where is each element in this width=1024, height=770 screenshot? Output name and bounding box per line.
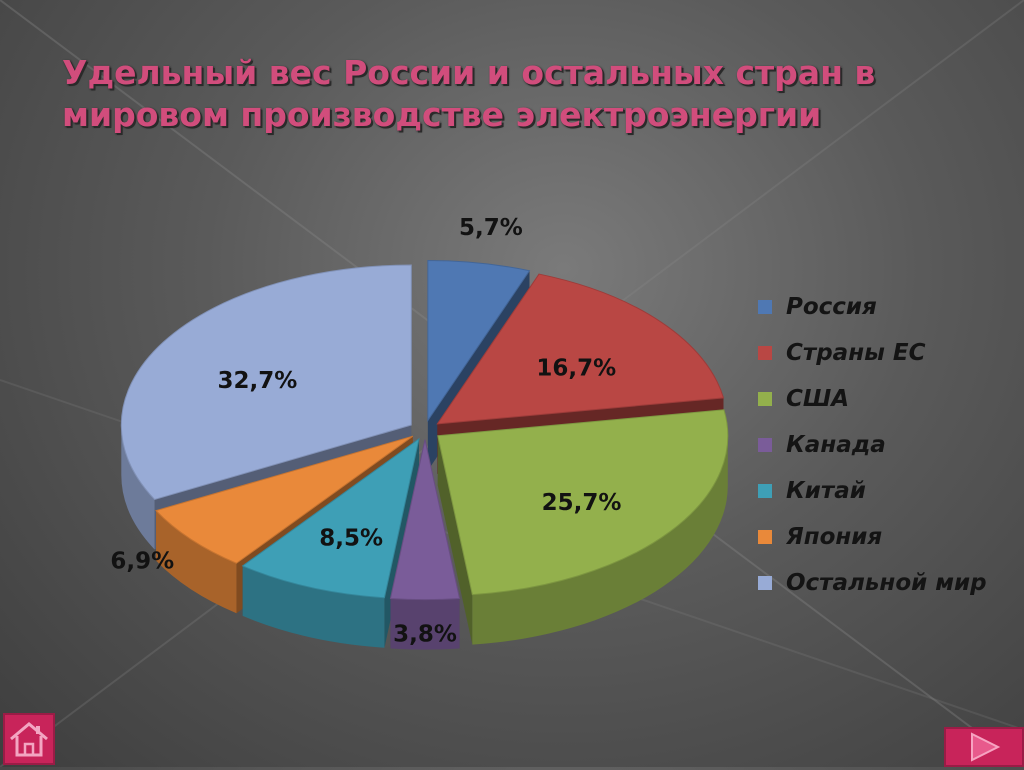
legend-item: Россия [758,284,987,330]
slice-canada [389,439,461,601]
slice-wall-usa [437,435,473,645]
legend-swatch-canada [758,438,772,452]
slide-title: Удельный вес России и остальных стран в … [62,53,876,134]
slice-eu [436,273,725,425]
home-button[interactable] [3,713,55,765]
legend-swatch-rest [758,576,772,590]
data-label-usa: 25,7% [542,490,622,516]
slice-side-usa [472,435,728,645]
legend-label: Китай [786,478,866,504]
data-label-russia: 5,7% [459,215,523,241]
legend-item: Остальной мир [758,560,987,606]
legend-swatch-usa [758,392,772,406]
legend-label: Канада [786,432,886,458]
legend-label: Япония [786,524,883,550]
chart-legend: Россия Страны ЕС США Канада Китай Япония… [758,284,987,606]
legend-item: Страны ЕС [758,330,987,376]
legend-swatch-eu [758,346,772,360]
legend-swatch-japan [758,530,772,544]
legend-label: Россия [786,294,877,320]
slice-rest [120,264,412,501]
slice-russia [427,260,531,423]
legend-item: Китай [758,468,987,514]
legend-label: Остальной мир [786,570,987,596]
legend-item: Канада [758,422,987,468]
data-label-japan: 6,9% [110,549,174,575]
play-arrow-icon [971,732,1001,762]
data-label-rest: 32,7% [218,368,298,394]
slice-usa [437,409,729,596]
slice-tops [120,260,729,601]
data-label-china: 8,5% [319,525,383,551]
slice-side-japan [156,510,237,614]
slice-china [241,437,420,599]
slice-side-china [242,565,385,648]
slice-side-canada [390,598,460,650]
legend-item: Япония [758,514,987,560]
legend-label: США [786,386,850,412]
legend-swatch-china [758,484,772,498]
data-label-canada: 3,8% [393,621,457,647]
slice-japan [155,435,414,564]
slice-side-rest [121,425,155,550]
legend-swatch-russia [758,300,772,314]
next-slide-button[interactable] [944,727,1024,767]
home-icon [10,722,48,757]
data-labels: 5,7% 16,7% 25,7% 3,8% 8,5% 6,9% 32,7% [110,215,621,647]
legend-item: США [758,376,987,422]
data-label-eu: 16,7% [536,355,616,381]
legend-label: Страны ЕС [786,340,926,366]
